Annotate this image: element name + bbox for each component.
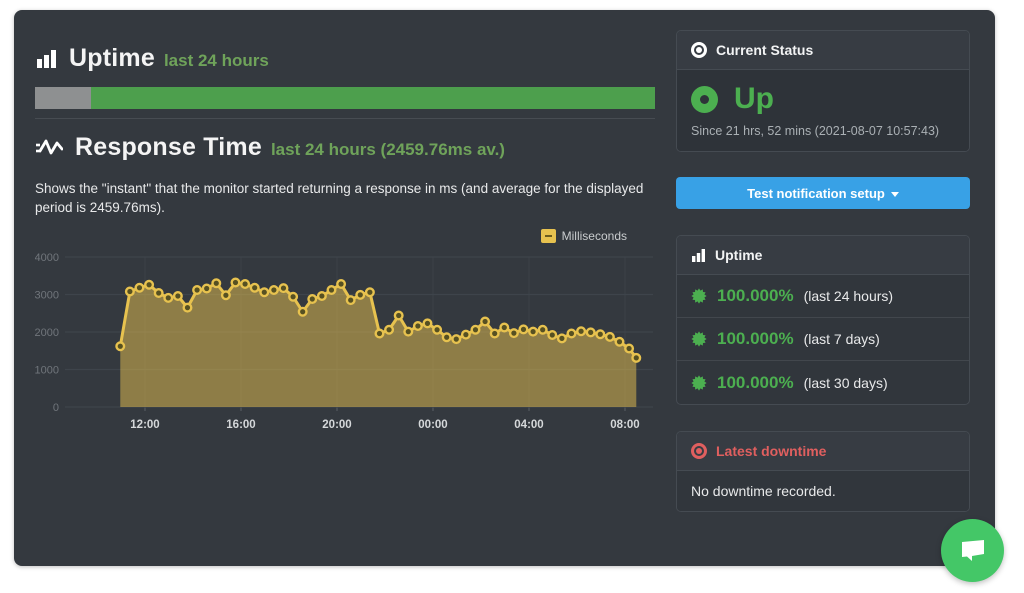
- legend-swatch-icon: [540, 229, 556, 243]
- status-value: Up: [734, 82, 774, 115]
- uptime-subtitle: last 24 hours: [163, 51, 269, 70]
- current-status-title: Current Status: [716, 42, 814, 58]
- sidebar: Current Status Up Since 21 hrs, 52 mins …: [676, 30, 970, 546]
- status-row: Up: [691, 82, 955, 116]
- caret-down-icon: [890, 191, 899, 197]
- bar-chart-icon: [35, 48, 57, 70]
- burst-icon: [691, 288, 707, 304]
- svg-text:08:00: 08:00: [610, 419, 639, 431]
- status-since: Since 21 hrs, 52 mins (2021-08-07 10:57:…: [691, 124, 940, 138]
- chart-legend: Milliseconds: [35, 227, 627, 245]
- svg-text:0: 0: [53, 402, 59, 414]
- response-time-title: Response Time: [75, 133, 262, 161]
- svg-text:3000: 3000: [35, 290, 59, 302]
- svg-text:12:00: 12:00: [130, 419, 159, 431]
- burst-icon: [691, 374, 707, 391]
- downtime-record-icon: [691, 443, 707, 459]
- uptime-range-24h: (last 24 hours): [803, 288, 894, 304]
- uptime-stats-panel: Uptime 100.000% (last 24 hours) 100.000%…: [676, 235, 970, 405]
- test-notification-button[interactable]: Test notification setup: [676, 177, 970, 209]
- uptime-stats-header: Uptime: [677, 236, 969, 275]
- response-time-heading: Response Time last 24 hours (2459.76ms a…: [35, 133, 655, 162]
- uptime-heading: Uptime last 24 hours: [35, 44, 655, 73]
- section-divider: [35, 118, 655, 119]
- current-status-panel: Current Status Up Since 21 hrs, 52 mins …: [676, 30, 970, 152]
- current-status-body: Up Since 21 hrs, 52 mins (2021-08-07 10:…: [677, 70, 969, 151]
- uptime-pct-30d: 100.000%: [717, 372, 794, 392]
- uptime-stat-row-24h: 100.000% (last 24 hours): [677, 275, 969, 318]
- current-status-header: Current Status: [677, 31, 969, 70]
- response-time-plot[interactable]: 12:00 16:00 20:00 00:00 04:00 08:00 0 1000 2000 3…: [35, 247, 655, 439]
- latest-downtime-title: Latest downtime: [716, 443, 827, 459]
- uptime-progress-unknown-segment: [35, 87, 91, 109]
- uptime-pct-24h: 100.000%: [717, 286, 794, 305]
- response-time-description: Shows the "instant" that the monitor sta…: [35, 181, 644, 215]
- uptime-progress-up-segment: [90, 87, 655, 109]
- uptime-stat-row-30d: 100.000% (last 30 days): [677, 361, 969, 404]
- uptime-range-30d: (last 30 days): [803, 374, 888, 391]
- bar-chart-small-icon: [691, 248, 706, 263]
- uptime-pct-7d: 100.000%: [717, 329, 794, 348]
- latest-downtime-body: No downtime recorded.: [677, 471, 969, 511]
- svg-text:1000: 1000: [35, 365, 59, 377]
- uptime-title: Uptime: [69, 44, 155, 72]
- burst-icon: [691, 331, 707, 347]
- chat-bubble-icon: [958, 537, 988, 565]
- response-time-chart: Milliseconds 12:00 16:00 20:00 00:00 04:00 08…: [35, 227, 655, 439]
- monitor-panel: Uptime last 24 hours Response Time last …: [14, 10, 995, 566]
- uptime-stats-title: Uptime: [715, 247, 763, 263]
- chat-launcher-button[interactable]: [941, 519, 1004, 582]
- status-record-icon: [691, 42, 707, 58]
- uptime-progress-bar[interactable]: [35, 87, 655, 109]
- main-column: Uptime last 24 hours Response Time last …: [35, 30, 655, 546]
- response-time-subtitle: last 24 hours (2459.76ms av.): [270, 140, 505, 159]
- legend-label: Milliseconds: [561, 229, 627, 243]
- svg-text:20:00: 20:00: [322, 419, 351, 431]
- svg-text:2000: 2000: [35, 327, 59, 339]
- uptime-stat-row-7d: 100.000% (last 7 days): [677, 318, 969, 361]
- up-donut-icon: [691, 85, 718, 113]
- uptime-range-7d: (last 7 days): [803, 331, 880, 347]
- svg-text:04:00: 04:00: [514, 419, 543, 431]
- svg-text:16:00: 16:00: [226, 419, 255, 431]
- test-notification-label: Test notification setup: [747, 185, 885, 201]
- pulse-line-icon: [35, 137, 63, 159]
- svg-text:4000: 4000: [35, 252, 59, 264]
- latest-downtime-panel: Latest downtime No downtime recorded.: [676, 431, 970, 512]
- latest-downtime-header: Latest downtime: [677, 432, 969, 471]
- svg-text:00:00: 00:00: [418, 419, 447, 431]
